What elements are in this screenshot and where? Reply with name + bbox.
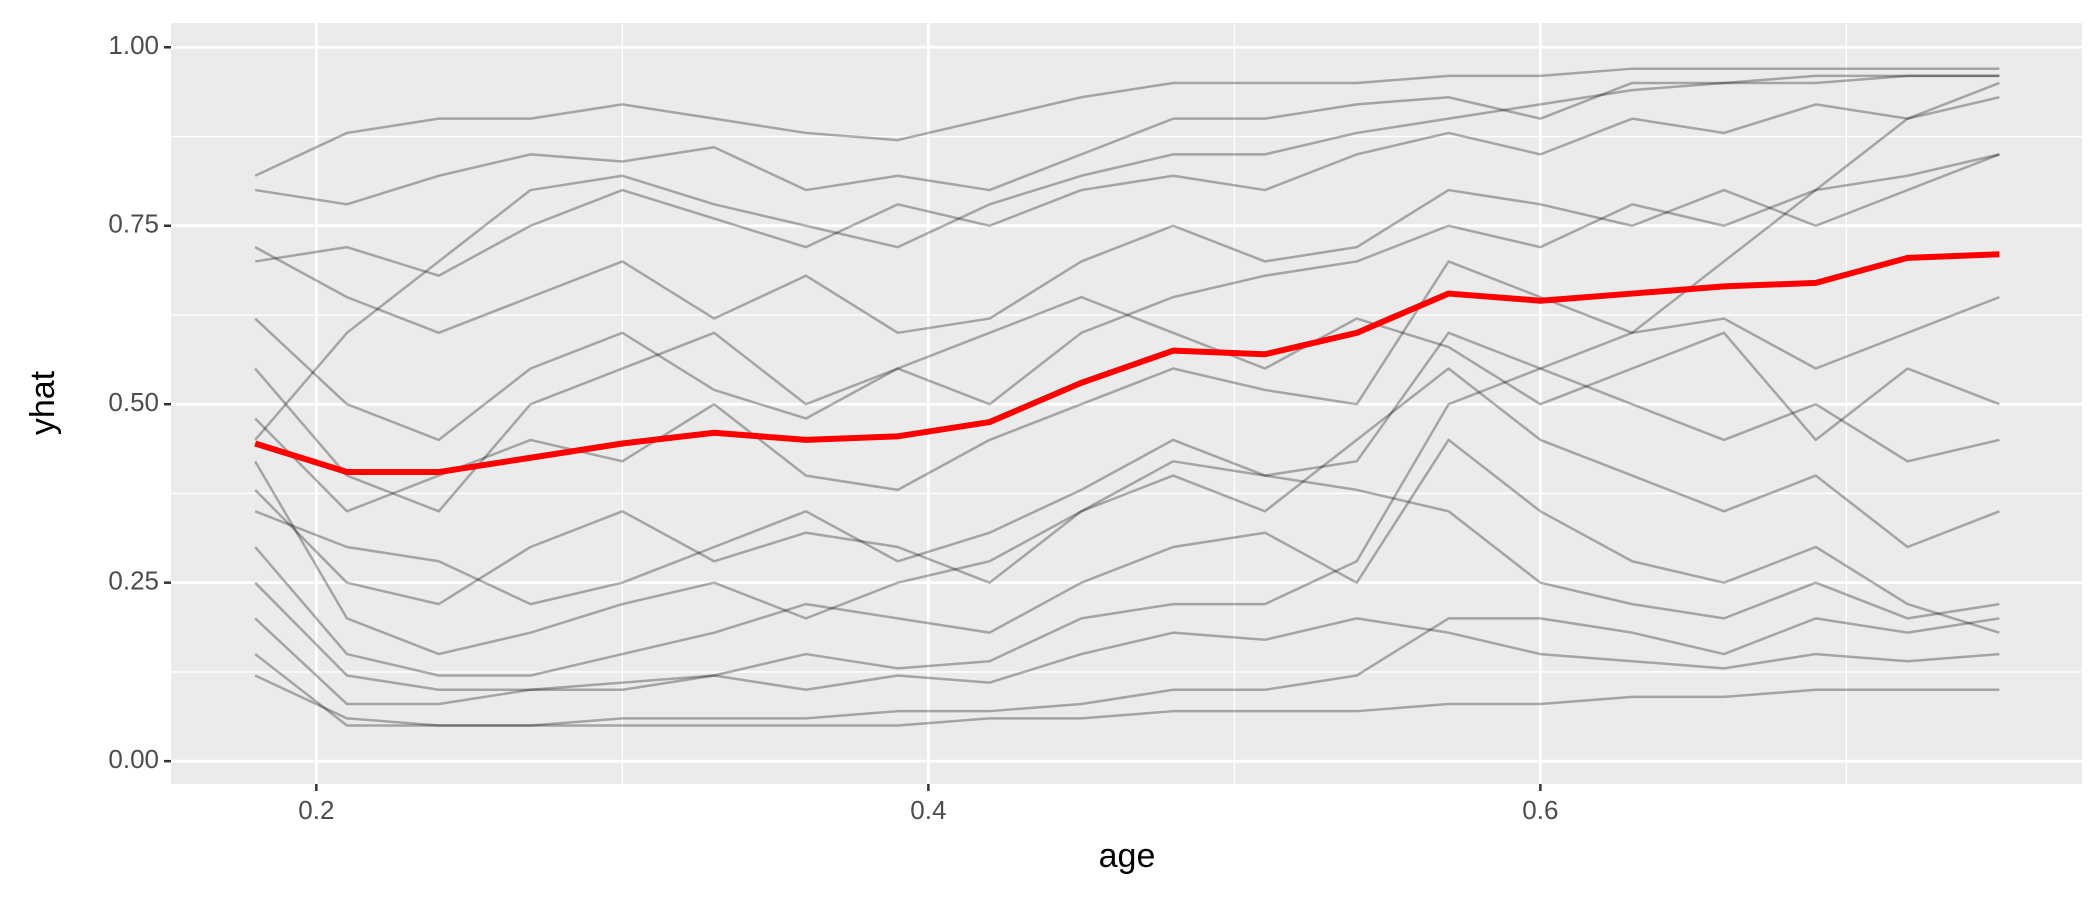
line (254, 438, 2000, 677)
line (254, 251, 2000, 476)
x-tick-label: 0.4 (910, 795, 946, 825)
x-axis-title: age (1099, 837, 1156, 875)
line (254, 153, 2000, 442)
line (254, 674, 2000, 727)
line (254, 295, 2000, 513)
y-tick-label: 0.50 (108, 387, 159, 417)
line (254, 74, 2000, 206)
y-tick-label: 1.00 (108, 30, 159, 60)
x-tick-label: 0.6 (1522, 795, 1558, 825)
line (254, 367, 2000, 656)
line (254, 96, 2000, 277)
line (254, 460, 2000, 620)
line (254, 331, 2000, 606)
line (254, 260, 2000, 513)
y-tick-label: 0.25 (108, 566, 159, 596)
line (254, 67, 2000, 177)
y-tick-label: 0.75 (108, 209, 159, 239)
line (254, 153, 2000, 335)
y-axis-title: yhat (24, 370, 62, 435)
x-tick-label: 0.2 (298, 795, 334, 825)
line (254, 581, 2000, 692)
line (254, 617, 2000, 727)
line (254, 74, 2000, 441)
line (254, 81, 2000, 706)
y-tick-label: 0.00 (108, 744, 159, 774)
